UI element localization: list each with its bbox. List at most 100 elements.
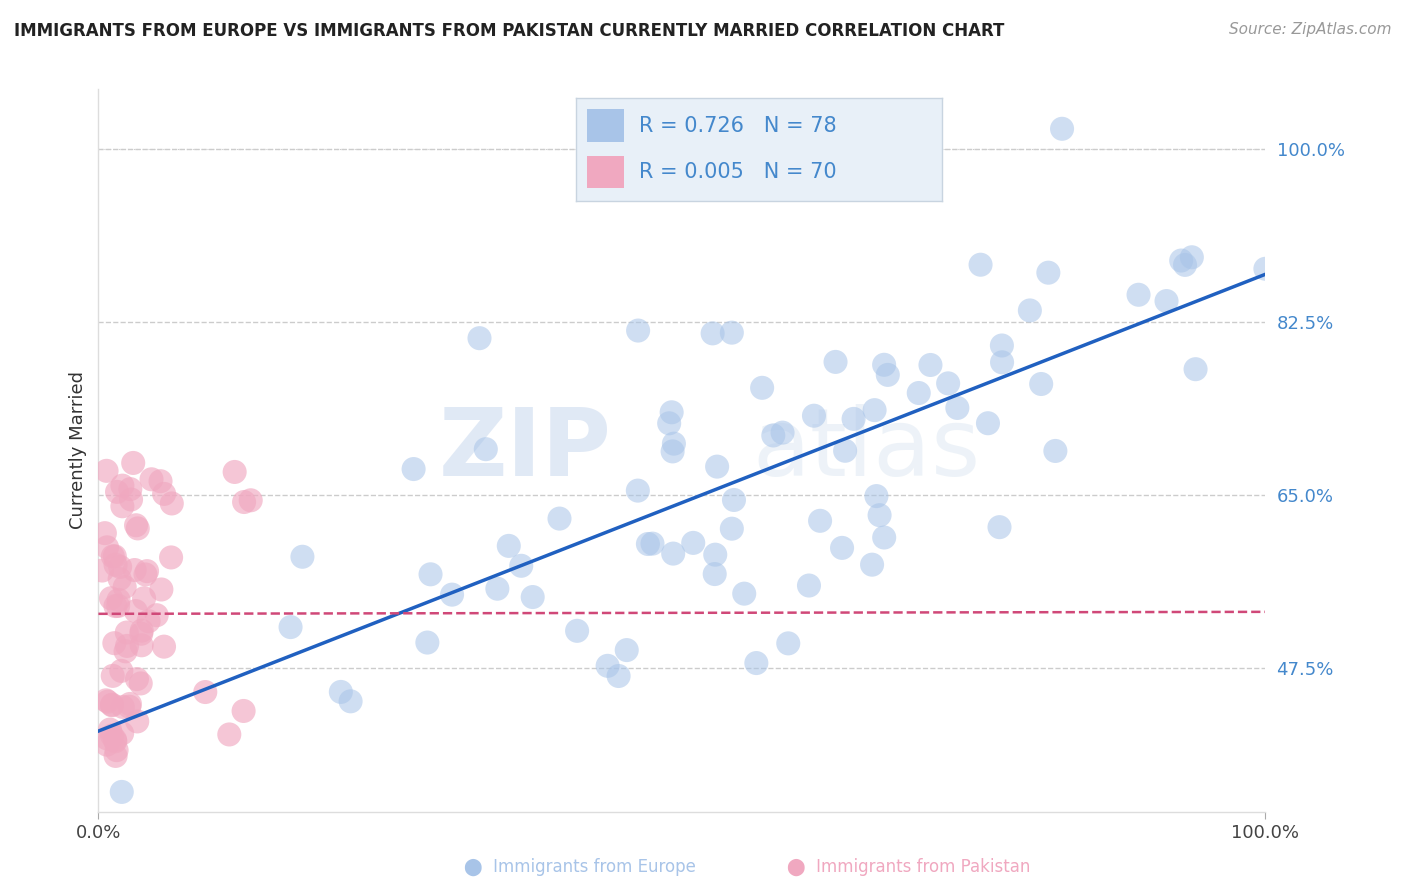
Point xyxy=(239,493,262,508)
Point xyxy=(96,731,118,746)
Point xyxy=(565,624,588,638)
Point xyxy=(803,409,825,423)
Point xyxy=(1156,294,1178,309)
Point xyxy=(291,549,314,564)
Point xyxy=(627,324,650,338)
Point xyxy=(627,483,650,498)
Point xyxy=(1254,261,1277,276)
Point xyxy=(702,326,724,341)
Text: IMMIGRANTS FROM EUROPE VS IMMIGRANTS FROM PAKISTAN CURRENTLY MARRIED CORRELATION: IMMIGRANTS FROM EUROPE VS IMMIGRANTS FRO… xyxy=(14,22,1004,40)
Point xyxy=(194,685,217,699)
Point xyxy=(132,591,155,606)
Point xyxy=(111,500,134,514)
Point xyxy=(129,626,152,640)
Point xyxy=(105,484,128,499)
Point xyxy=(111,700,134,714)
Point xyxy=(662,547,685,561)
Point xyxy=(596,658,619,673)
Point xyxy=(946,401,969,415)
Point xyxy=(824,355,846,369)
Point xyxy=(96,738,118,752)
Point xyxy=(1045,444,1067,458)
Point xyxy=(127,521,149,535)
Point xyxy=(865,489,887,503)
Point xyxy=(145,608,167,623)
Point xyxy=(991,338,1014,352)
Point xyxy=(118,699,141,714)
Point xyxy=(125,518,148,533)
Point xyxy=(733,587,755,601)
Point xyxy=(1018,303,1040,318)
Point xyxy=(125,604,148,618)
Point xyxy=(721,326,744,340)
Point xyxy=(280,620,302,634)
Point xyxy=(1184,362,1206,376)
Point xyxy=(607,669,630,683)
Point xyxy=(703,567,725,582)
Point xyxy=(977,416,1000,430)
Point xyxy=(96,464,118,478)
Point xyxy=(218,727,240,741)
Point xyxy=(233,495,256,509)
Point xyxy=(863,403,886,417)
Point xyxy=(745,656,768,670)
Point xyxy=(94,693,117,707)
Point xyxy=(127,714,149,729)
Point xyxy=(548,511,571,525)
Point xyxy=(873,358,896,372)
Point xyxy=(232,704,254,718)
Point xyxy=(834,443,856,458)
Point xyxy=(111,726,134,740)
Point xyxy=(224,465,246,479)
Point xyxy=(104,734,127,748)
Y-axis label: Currently Married: Currently Married xyxy=(69,371,87,530)
Point xyxy=(723,493,745,508)
Point xyxy=(988,520,1011,534)
Point xyxy=(991,355,1014,369)
Point xyxy=(111,478,134,492)
Point xyxy=(96,541,118,555)
Point xyxy=(1174,258,1197,272)
Point xyxy=(115,639,138,653)
Bar xyxy=(588,155,624,188)
Point xyxy=(118,697,141,711)
Point xyxy=(772,425,794,440)
Point xyxy=(104,748,127,763)
Point xyxy=(103,636,125,650)
Point xyxy=(149,474,172,488)
Point xyxy=(873,531,896,545)
Point xyxy=(860,558,883,572)
Point xyxy=(104,732,127,747)
Point xyxy=(114,644,136,658)
Point xyxy=(468,331,491,345)
Point xyxy=(637,537,659,551)
Bar xyxy=(588,110,624,142)
Point xyxy=(658,417,681,431)
Point xyxy=(682,536,704,550)
Point xyxy=(808,514,831,528)
Point xyxy=(98,723,121,737)
Point xyxy=(104,549,127,564)
Text: R = 0.005   N = 70: R = 0.005 N = 70 xyxy=(638,162,837,182)
Point xyxy=(138,614,160,628)
Text: ⬤  Immigrants from Europe: ⬤ Immigrants from Europe xyxy=(464,858,696,876)
Point xyxy=(108,572,131,586)
Point xyxy=(641,536,664,550)
Point xyxy=(107,599,129,613)
Point xyxy=(441,588,464,602)
Point xyxy=(101,698,124,712)
Point xyxy=(1038,266,1060,280)
Point xyxy=(101,669,124,683)
Point xyxy=(108,560,131,574)
Text: ⬤  Immigrants from Pakistan: ⬤ Immigrants from Pakistan xyxy=(787,858,1031,876)
Point xyxy=(661,444,683,458)
Point xyxy=(131,624,153,638)
Point xyxy=(842,412,865,426)
Point xyxy=(125,672,148,686)
Point xyxy=(869,508,891,523)
Point xyxy=(661,405,683,419)
Point xyxy=(416,635,439,649)
Point xyxy=(706,459,728,474)
Point xyxy=(105,743,128,757)
Point xyxy=(662,436,685,450)
